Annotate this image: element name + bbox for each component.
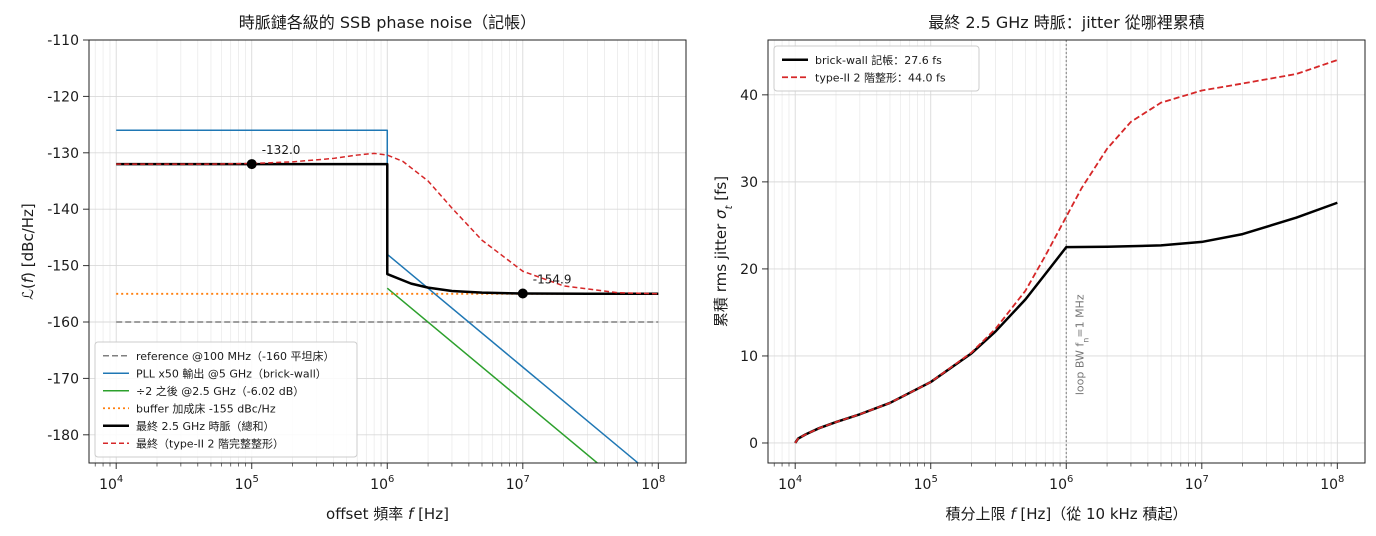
y-tick-label: -110 [47,33,79,49]
x-tick-label: 105 [914,474,938,493]
legend-label: PLL x50 輸出 @5 GHz（brick-wall） [136,366,327,380]
annotation-marker-2 [517,288,528,299]
x-tick-label: 105 [235,474,259,493]
loop-bw-label: loop BW fn=1 MHz [1073,294,1090,395]
series-line-5 [116,162,659,296]
x-tick-label: 107 [506,474,530,493]
y-axis-label: 累積 rms jitter σt [fs] [712,176,735,327]
y-tick-label: 20 [740,262,758,278]
legend-label: buffer 加成床 -155 dBc/Hz [136,401,276,415]
grid [762,40,1365,469]
y-tick-label: -170 [47,371,79,387]
series-line-3 [386,287,599,463]
series-line-6 [116,152,659,295]
annotation-label-1: -132.0 [262,143,301,157]
legend-box [94,341,358,458]
annotation-label-2: -154.9 [533,273,572,287]
y-tick-label: -120 [47,89,79,105]
legend-label: type-II 2 階整形：44.0 fs [815,70,946,84]
chart-1: -132.0 -154.9 104 105 106 107 108 -110 -120 -130 -… [19,13,687,523]
legend-label: ÷2 之後 @2.5 GHz（-6.02 dB） [136,384,304,398]
legend: brick-wall 記帳：27.6 fs type-II 2 階整形：44.0 … [773,45,980,92]
x-tick-label: 104 [99,474,123,493]
y-axis-label: ℒ(f) [dBc/Hz] [19,203,37,300]
annotation-marker-1 [246,159,257,170]
series-line-2 [794,59,1338,444]
x-tick-label: 106 [1049,474,1073,493]
x-tick-label: 104 [778,474,802,493]
x-axis-label: offset 頻率 f [Hz] [326,505,449,523]
x-tick-label: 107 [1185,474,1209,493]
y-tick-label: -180 [47,428,79,444]
y-tick-label: 30 [740,175,758,191]
y-tick-label: -150 [47,259,79,275]
legend-label: reference @100 MHz（-160 平坦床） [136,349,335,363]
y-tick-label: -140 [47,202,79,218]
y-tick-label: -160 [47,315,79,331]
legend-box [773,45,980,92]
chart-title: 時脈鏈各級的 SSB phase noise（記帳） [239,13,536,32]
y-tick-label: -130 [47,146,79,162]
axes-frame [88,39,687,464]
y-tick-label: 0 [749,436,758,452]
x-axis-label: 積分上限 f [Hz]（從 10 kHz 積起） [946,505,1188,523]
legend-label: 最終 2.5 GHz 時脈（總和） [136,419,275,433]
x-tick-label: 108 [641,474,665,493]
chart-2: loop BW fn=1 MHz 104 105 106 107 108 0 10 20 30 40… [712,13,1366,523]
y-tick-label: 40 [740,88,758,104]
series-group [794,59,1338,444]
legend-label: brick-wall 記帳：27.6 fs [815,53,942,67]
legend-label: 最終（type-II 2 階完整整形） [136,436,284,450]
axes-frame [767,39,1366,464]
y-tick-label: 10 [740,349,758,365]
series-group [116,129,659,463]
legend: reference @100 MHz（-160 平坦床） PLL x50 輸出 @… [94,341,358,458]
x-tick-label: 106 [370,474,394,493]
chart-title: 最終 2.5 GHz 時脈：jitter 從哪裡累積 [928,13,1204,32]
x-tick-label: 108 [1320,474,1344,493]
